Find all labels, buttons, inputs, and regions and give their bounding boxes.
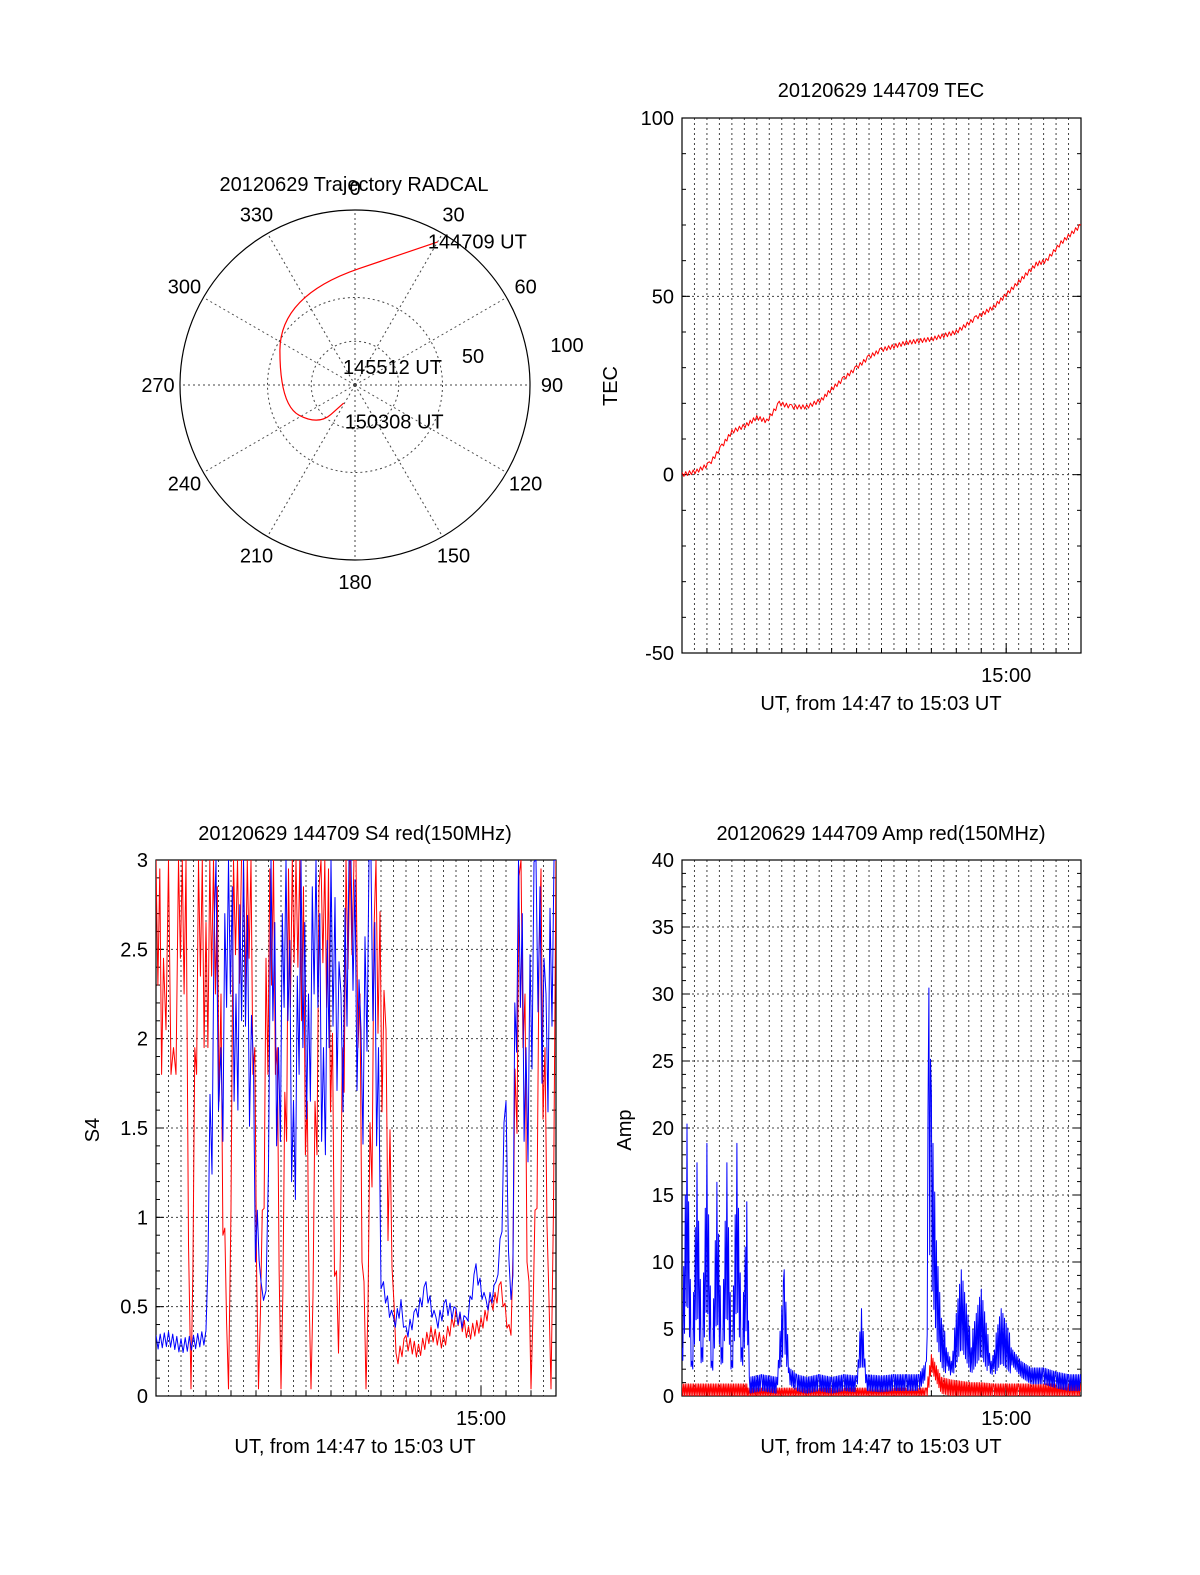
tec-y-axis-label: TEC	[600, 366, 622, 406]
polar-angle-label: 240	[168, 474, 201, 496]
polar-angle-label: 60	[514, 277, 536, 299]
x-tick-label: 15:00	[981, 1408, 1031, 1430]
polar-radial-label: 50	[462, 346, 484, 368]
polar-spoke	[203, 384, 356, 473]
polar-spoke	[354, 384, 443, 537]
s4-chart-title: 20120629 144709 S4 red(150MHz)	[198, 823, 512, 845]
series-line-1	[682, 987, 1081, 1394]
polar-spoke	[203, 297, 356, 386]
y-tick-label: 0	[137, 1386, 148, 1408]
y-tick-label: -50	[645, 643, 674, 665]
polar-radial-label: 100	[550, 335, 583, 357]
polar-angle-label: 210	[240, 546, 273, 568]
y-tick-label: 25	[652, 1051, 674, 1073]
y-tick-label: 2.5	[120, 939, 148, 961]
tec-series	[682, 224, 1081, 477]
x-tick-label: 15:00	[981, 665, 1031, 687]
polar-time-annotation: 144709 UT	[428, 232, 527, 254]
s4-y-axis-label: S4	[82, 1118, 104, 1142]
polar-spoke	[267, 233, 356, 386]
series-line-1	[156, 860, 556, 1353]
polar-spoke	[267, 384, 356, 537]
s4-series	[156, 860, 556, 1390]
polar-angle-label: 270	[141, 375, 174, 397]
polar-angle-label: 30	[442, 204, 464, 226]
amp-y-axis-label: Amp	[614, 1109, 636, 1150]
polar-angle-label: 300	[168, 277, 201, 299]
y-tick-label: 100	[641, 108, 674, 130]
polar-series	[279, 241, 438, 421]
polar-grid	[179, 209, 531, 561]
polar-angle-label: 180	[338, 572, 371, 594]
polar-spoke	[354, 233, 443, 386]
polar-time-annotation: 150308 UT	[345, 412, 444, 434]
y-tick-label: 30	[652, 984, 674, 1006]
y-tick-label: 0	[663, 1386, 674, 1408]
polar-outer-ring	[179, 209, 531, 561]
amp-chart-title: 20120629 144709 Amp red(150MHz)	[716, 823, 1045, 845]
polar-chart-title: 20120629 Trajectory RADCAL	[219, 174, 488, 196]
polar-trajectory-chart: 20120629 Trajectory RADCAL 0 30 60 90 120 150…	[141, 174, 583, 594]
tec-x-axis-label: UT, from 14:47 to 15:03 UT	[760, 693, 1001, 715]
tec-chart-title: 20120629 144709 TEC	[778, 80, 984, 102]
polar-angle-label: 150	[437, 546, 470, 568]
y-tick-label: 10	[652, 1252, 674, 1274]
y-tick-label: 0	[663, 465, 674, 487]
y-tick-label: 5	[663, 1319, 674, 1341]
polar-trajectory-line	[279, 241, 438, 421]
y-tick-label: 20	[652, 1118, 674, 1140]
polar-labels: 0 30 60 90 120 150 180 210 240 270 300 330 50 100 1447…	[141, 178, 583, 594]
polar-ring-inner	[310, 340, 400, 430]
s4-x-axis-label: UT, from 14:47 to 15:03 UT	[234, 1436, 475, 1458]
polar-time-annotation: 145512 UT	[343, 357, 442, 379]
tec-axes: -50 0 50 100 15:00	[641, 108, 1082, 687]
tec-chart: 20120629 144709 TEC TEC UT, from 14:47 t…	[600, 80, 1082, 715]
polar-spoke	[354, 384, 507, 473]
amp-x-axis-label: UT, from 14:47 to 15:03 UT	[760, 1436, 1001, 1458]
polar-angle-label: 120	[509, 474, 542, 496]
polar-angle-label: 0	[349, 178, 360, 200]
polar-angle-label: 90	[541, 375, 563, 397]
y-tick-label: 35	[652, 917, 674, 939]
y-tick-label: 0.5	[120, 1297, 148, 1319]
x-tick-label: 15:00	[456, 1408, 506, 1430]
s4-chart: 20120629 144709 S4 red(150MHz) S4 UT, fr…	[82, 823, 557, 1458]
amp-chart: 20120629 144709 Amp red(150MHz) Amp UT, …	[614, 823, 1082, 1458]
series-line-0	[682, 224, 1081, 477]
amp-series	[682, 987, 1081, 1396]
y-tick-label: 1	[137, 1207, 148, 1229]
y-tick-label: 3	[137, 850, 148, 872]
series-line-0	[682, 1354, 1081, 1396]
polar-ring-mid	[267, 297, 443, 473]
y-tick-label: 15	[652, 1185, 674, 1207]
amp-axes: 0 5 10 15 20 25 30 35 40 15:00	[652, 850, 1082, 1430]
polar-spoke	[354, 297, 507, 386]
y-tick-label: 50	[652, 286, 674, 308]
y-tick-label: 1.5	[120, 1118, 148, 1140]
polar-angle-label: 330	[240, 204, 273, 226]
y-tick-label: 2	[137, 1029, 148, 1051]
y-tick-label: 40	[652, 850, 674, 872]
